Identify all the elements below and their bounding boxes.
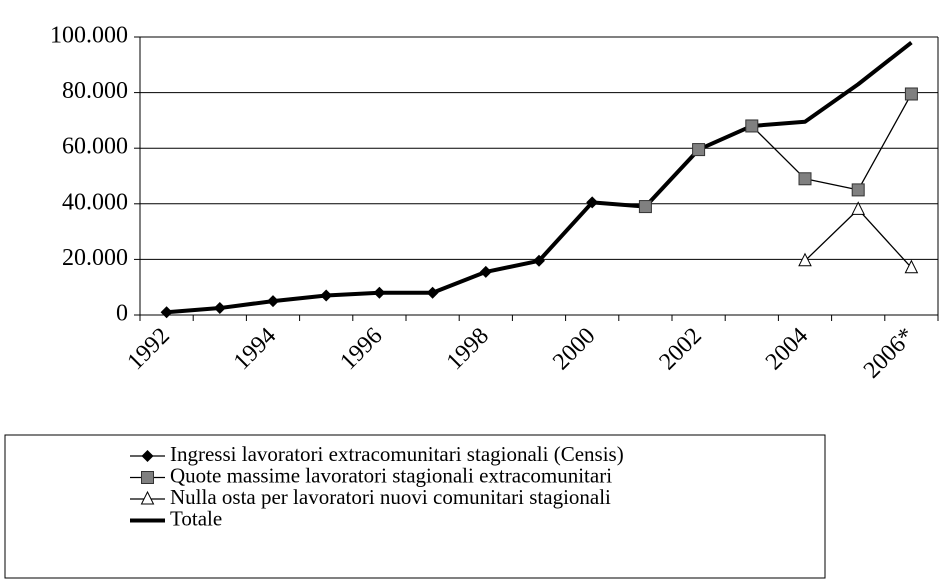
point [586,196,599,209]
point [692,143,706,157]
point [851,183,865,197]
point [533,254,545,267]
point [904,259,919,274]
point [426,286,439,299]
point [745,119,759,133]
point [373,286,386,299]
y-tick-label: 20.000 [62,245,128,271]
point [904,87,918,101]
point [320,289,333,302]
legend-box [4,434,826,579]
point [851,201,866,215]
y-tick-label: 80.000 [62,78,128,104]
y-tick-label: 40.000 [62,189,128,215]
y-tick-label: 100.000 [50,23,128,49]
y-tick-label: 0 [116,301,128,327]
legend-label: Quote massime lavoratori stagionali extr… [170,463,612,487]
point [798,172,812,186]
legend-label: Totale [170,506,222,530]
legend-marker [140,490,155,505]
point [267,295,279,308]
point [638,200,652,214]
point [798,252,812,267]
point [479,265,492,278]
legend-label: Ingressi lavoratori extracomunitari stag… [170,442,624,466]
legend-label: Nulla osta per lavoratori nuovi comunita… [170,485,611,509]
y-tick-label: 60.000 [62,134,128,160]
point [213,302,226,315]
legend-marker [141,450,154,462]
legend-marker [141,471,154,484]
